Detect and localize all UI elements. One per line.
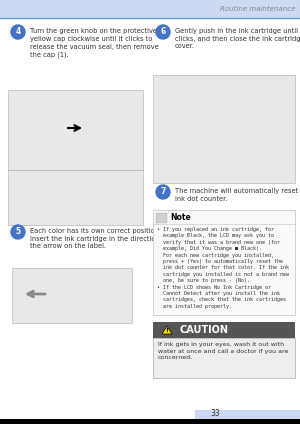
Circle shape [156, 25, 170, 39]
Text: • If you replaced an ink cartridge, for
  example Black, the LCD may ask you to
: • If you replaced an ink cartridge, for … [157, 227, 289, 309]
Text: !: ! [166, 328, 168, 333]
Text: Turn the green knob on the protective
yellow cap clockwise until it clicks to
re: Turn the green knob on the protective ye… [30, 28, 159, 58]
FancyBboxPatch shape [8, 170, 143, 225]
Circle shape [156, 185, 170, 199]
FancyBboxPatch shape [0, 0, 300, 18]
FancyBboxPatch shape [12, 268, 132, 323]
FancyBboxPatch shape [156, 213, 167, 223]
Text: Routine maintenance: Routine maintenance [220, 6, 295, 12]
FancyBboxPatch shape [8, 90, 143, 170]
FancyBboxPatch shape [195, 410, 300, 419]
Text: 33: 33 [210, 410, 220, 418]
Text: Note: Note [170, 212, 191, 221]
Text: 6: 6 [160, 28, 166, 36]
Text: Each color has its own correct position.
Insert the ink cartridge in the directi: Each color has its own correct position.… [30, 228, 168, 249]
Text: 4: 4 [15, 28, 21, 36]
Text: If ink gets in your eyes, wash it out with
water at once and call a doctor if yo: If ink gets in your eyes, wash it out wi… [158, 342, 288, 360]
Text: 5: 5 [15, 228, 21, 237]
Text: CAUTION: CAUTION [179, 325, 228, 335]
Circle shape [11, 225, 25, 239]
Text: The machine will automatically reset the
ink dot counter.: The machine will automatically reset the… [175, 188, 300, 202]
FancyBboxPatch shape [153, 338, 295, 378]
FancyBboxPatch shape [153, 322, 295, 338]
Text: 7: 7 [160, 187, 166, 196]
FancyBboxPatch shape [0, 419, 300, 424]
FancyBboxPatch shape [153, 75, 295, 183]
FancyBboxPatch shape [153, 210, 295, 315]
Circle shape [11, 25, 25, 39]
Text: Gently push in the ink cartridge until it
clicks, and then close the ink cartrid: Gently push in the ink cartridge until i… [175, 28, 300, 50]
Polygon shape [162, 326, 172, 334]
